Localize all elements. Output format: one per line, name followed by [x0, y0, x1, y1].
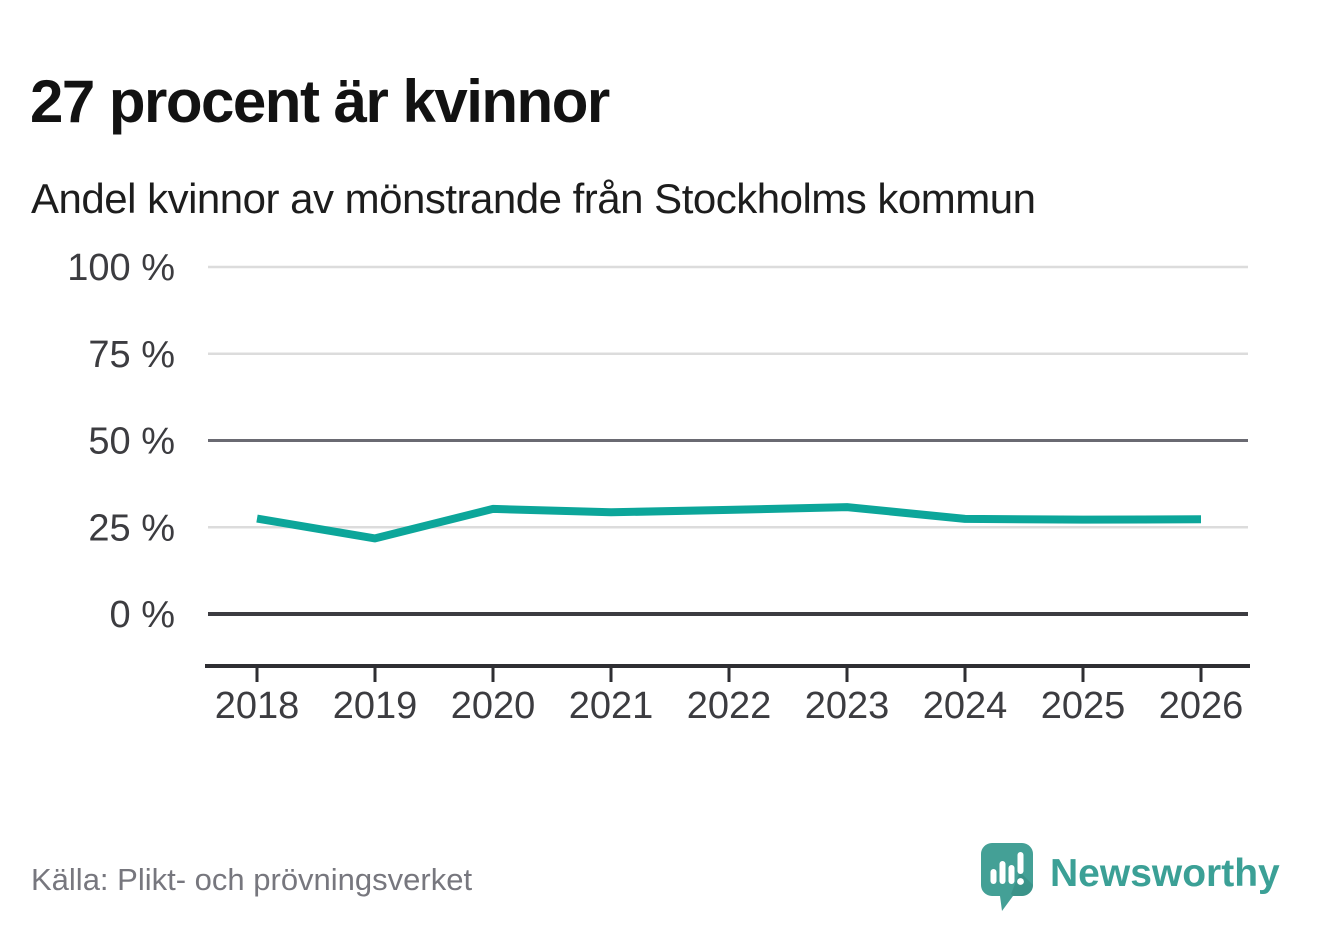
x-axis-labels-group: 2018 2019 2020 2021 2022 2023 2024 2025 2026 — [215, 685, 1244, 727]
x-tick-label-2024: 2024 — [923, 685, 1008, 727]
y-axis-labels-group: 0 % 25 % 50 % 75 % 100 % — [67, 247, 175, 636]
y-tick-label-100: 100 % — [67, 247, 175, 289]
y-tick-label-75: 75 % — [88, 334, 175, 376]
gridlines-group — [208, 265, 1248, 616]
x-tick-label-2023: 2023 — [805, 685, 890, 727]
source-caption: Källa: Plikt- och prövningsverket — [31, 862, 473, 897]
x-axis-group — [205, 664, 1250, 682]
y-tick-label-0: 0 % — [110, 594, 175, 636]
series-line-Andel kvinnor av mönstrande från Stockholms kommun — [256, 503, 1202, 543]
newsworthy-wordmark: Newsworthy — [1050, 852, 1280, 895]
x-tick-label-2018: 2018 — [215, 685, 300, 727]
y-tick-label-25: 25 % — [88, 507, 175, 549]
newsworthy-logo-icon — [981, 843, 1033, 911]
data-series-group — [256, 503, 1202, 543]
page-title: 27 procent är kvinnor — [30, 68, 610, 136]
x-tick-label-2022: 2022 — [687, 685, 772, 727]
x-tick-label-2021: 2021 — [569, 685, 654, 727]
chart-subtitle: Andel kvinnor av mönstrande från Stockho… — [31, 175, 1036, 222]
x-tick-label-2020: 2020 — [451, 685, 536, 727]
y-tick-label-50: 50 % — [88, 421, 175, 463]
x-tick-label-2019: 2019 — [333, 685, 418, 727]
x-tick-label-2025: 2025 — [1041, 685, 1126, 727]
x-tick-label-2026: 2026 — [1159, 685, 1244, 727]
brand-footer: Newsworthy — [980, 842, 1280, 912]
